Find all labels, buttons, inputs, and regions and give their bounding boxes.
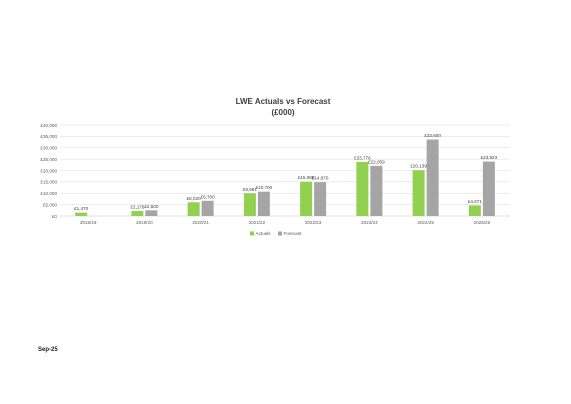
data-label: £9,961 [243,187,257,192]
bar-actuals [412,170,425,216]
data-label: £6,700 [201,194,215,199]
y-tick-label: £30,000 [40,146,57,151]
bar-forecast [201,200,214,216]
data-labels: £1,470 £2,176 £2,500 £6,020 £6,700 £9,961£10,… [74,133,498,211]
bar-actuals [75,212,88,216]
data-label: £2,176 [130,205,144,210]
y-axis-ticks: £0 £5,000 £10,000 £15,000 £20,000 £25,000 £30,… [40,123,57,219]
x-tick-label: 2020/21 [192,220,209,225]
legend-swatch-forecast [278,231,282,236]
data-label: £4,671 [468,199,482,204]
data-label: £14,870 [312,176,329,181]
legend-label-forecast: Forecast [284,231,303,236]
data-label: £2,500 [144,204,158,209]
data-label: £1,470 [74,206,88,211]
x-tick-label: 2018/19 [80,220,97,225]
legend-swatch-actuals [250,231,254,236]
bar-forecast [145,210,158,216]
data-label: £6,020 [187,196,201,201]
bar-forecast [370,165,383,216]
chart-title: LWE Actuals vs Forecast [236,97,331,106]
data-label: £23,776 [354,155,371,160]
data-label: £33,600 [424,133,441,138]
x-tick-label: 2021/22 [249,220,266,225]
bar-forecast [314,182,327,216]
x-tick-label: 2019/20 [136,220,153,225]
bar-forecast [426,139,439,216]
bar-actuals [468,205,481,216]
data-label: £20,139 [410,164,427,169]
legend-label-actuals: Actuals [256,231,272,236]
y-tick-label: £25,000 [40,157,57,162]
x-tick-label: 2023/24 [361,220,378,225]
bar-actuals [131,211,144,216]
x-tick-label: 2025/26 [474,220,491,225]
y-tick-label: £15,000 [40,180,57,185]
bars [75,139,495,216]
y-tick-label: £10,000 [40,191,57,196]
x-axis-ticks: 2018/19 2019/20 2020/21 2021/22 2022/23 2023/… [80,220,491,225]
report-date: Sep-25 [38,347,58,353]
bar-actuals [300,181,313,216]
y-tick-label: £35,000 [40,134,57,139]
bar-actuals [187,202,200,216]
chart-subtitle: (£000) [271,108,294,117]
y-tick-label: £5,000 [43,202,57,207]
y-tick-label: £0 [52,214,58,219]
data-label: £22,059 [368,159,385,164]
x-tick-label: 2022/23 [305,220,322,225]
y-tick-label: £40,000 [40,123,57,128]
bar-forecast [257,191,270,216]
x-tick-label: 2024/25 [417,220,434,225]
gridlines [60,124,510,217]
data-label: £23,923 [481,155,498,160]
y-tick-label: £20,000 [40,168,57,173]
legend: Actuals Forecast [250,231,302,236]
bar-actuals [243,193,256,216]
data-label: £15,080 [298,175,315,180]
bar-actuals [356,161,369,216]
data-label: £10,700 [256,185,273,190]
bar-forecast [482,161,495,216]
